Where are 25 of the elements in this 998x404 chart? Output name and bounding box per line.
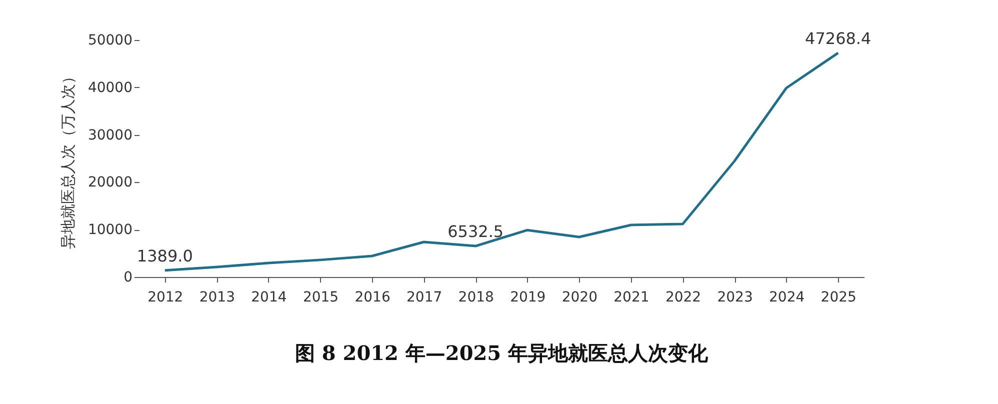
y-tick-label: 30000 [88, 127, 132, 144]
x-tick-label: 2019 [510, 290, 546, 306]
y-tick-label: 10000 [88, 222, 132, 238]
data-label: 47268.4 [805, 28, 872, 48]
x-tick-label: 2021 [614, 290, 650, 306]
x-tick-label: 2018 [458, 290, 494, 306]
y-tick-label: 40000 [88, 80, 132, 96]
x-tick-label: 2016 [354, 290, 390, 306]
x-tick-label: 2012 [148, 290, 184, 306]
x-tick-label: 2020 [562, 290, 598, 306]
y-tick-label: 20000 [88, 174, 132, 191]
x-tick-label: 2013 [199, 290, 235, 306]
data-label: 6532.5 [448, 222, 504, 242]
x-tick-label: 2022 [665, 290, 702, 306]
x-tick-label: 2014 [251, 290, 287, 306]
x-tick-label: 2025 [820, 290, 856, 306]
y-axis-title: 异地就医总人次（万人次） [58, 69, 77, 249]
y-tick-label: 50000 [88, 32, 132, 48]
text: 图 8 2012 年—2025 年异地就医总人次变化 [294, 341, 710, 365]
y-tick-label: 0 [124, 270, 132, 286]
x-tick-label: 2017 [406, 290, 442, 306]
x-tick-label: 2015 [302, 290, 339, 306]
data-label: 1389.0 [136, 246, 193, 266]
x-tick-label: 2023 [717, 290, 753, 306]
x-tick-label: 2024 [769, 290, 805, 306]
